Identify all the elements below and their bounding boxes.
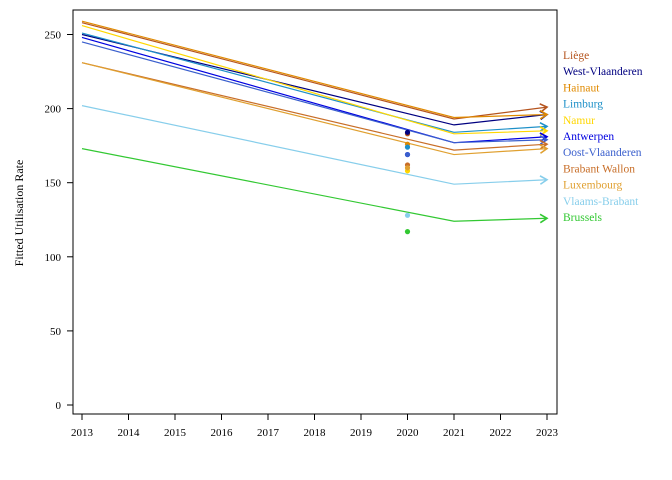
x-tick-label: 2016 bbox=[211, 427, 234, 439]
series-line bbox=[81, 32, 548, 133]
y-axis-label: Fitted Utilisation Rate bbox=[12, 160, 26, 267]
series-line bbox=[81, 62, 548, 151]
x-tick-label: 2014 bbox=[118, 427, 141, 439]
legend-entry: West-Vlaanderen bbox=[563, 66, 643, 78]
y-tick-label: 250 bbox=[45, 30, 62, 42]
series-line bbox=[81, 62, 548, 156]
legend-entry: Hainaut bbox=[563, 82, 600, 94]
series-line bbox=[81, 22, 548, 120]
series-lines bbox=[81, 20, 549, 224]
observed-point bbox=[404, 165, 411, 171]
series-line bbox=[81, 25, 548, 135]
plot-frame bbox=[72, 9, 558, 415]
y-tick-label: 200 bbox=[45, 104, 62, 116]
series-line bbox=[81, 20, 548, 119]
series-line bbox=[81, 33, 548, 126]
series-arrowhead bbox=[539, 175, 549, 185]
legend: Liège West-Vlaanderen Hainaut Limburg Namur A… bbox=[563, 50, 643, 224]
legend-entry: Antwerpen bbox=[563, 131, 614, 143]
observed-point bbox=[404, 229, 411, 235]
legend-entry: Luxembourg bbox=[563, 180, 622, 192]
x-tick-label: 2013 bbox=[71, 427, 94, 439]
legend-entry: Vlaams-Brabant bbox=[563, 196, 639, 208]
series-arrowhead bbox=[539, 103, 549, 113]
y-tick-label: 0 bbox=[56, 400, 62, 412]
y-tick-label: 50 bbox=[50, 326, 62, 338]
legend-entry: Namur bbox=[563, 115, 595, 127]
observed-point bbox=[404, 151, 411, 158]
observed-point bbox=[404, 129, 411, 135]
y-tick-label: 150 bbox=[45, 178, 62, 190]
series-arrowhead bbox=[539, 213, 549, 224]
legend-entry: Liège bbox=[563, 50, 589, 62]
y-tick-label: 100 bbox=[45, 252, 62, 264]
series-arrowhead bbox=[539, 144, 549, 154]
x-tick-label: 2019 bbox=[350, 427, 373, 439]
x-tick-label: 2022 bbox=[490, 427, 512, 439]
series-arrowhead bbox=[539, 109, 549, 120]
series-line bbox=[81, 41, 548, 144]
series-line bbox=[81, 105, 548, 185]
series-arrowhead bbox=[539, 139, 549, 150]
y-axis: 0 50 100 150 200 250 bbox=[45, 30, 73, 412]
x-tick-label: 2015 bbox=[164, 427, 187, 439]
observed-point bbox=[404, 144, 411, 150]
x-tick-label: 2018 bbox=[304, 427, 327, 439]
legend-entry: Limburg bbox=[563, 99, 603, 111]
x-tick-label: 2020 bbox=[397, 427, 420, 439]
x-tick-label: 2021 bbox=[443, 427, 465, 439]
observed-points bbox=[404, 129, 411, 235]
series-arrowhead bbox=[539, 121, 549, 132]
x-tick-label: 2023 bbox=[536, 427, 559, 439]
legend-entry: Brabant Wallon bbox=[563, 163, 635, 175]
legend-entry: Oost-Vlaanderen bbox=[563, 147, 642, 159]
x-tick-label: 2017 bbox=[257, 427, 280, 439]
legend-entry: Brussels bbox=[563, 212, 603, 224]
observed-point bbox=[404, 212, 411, 218]
x-axis: 2013 2014 2015 2016 2017 2018 2019 2020 2021 2022… bbox=[71, 414, 559, 439]
series-line bbox=[81, 148, 548, 222]
